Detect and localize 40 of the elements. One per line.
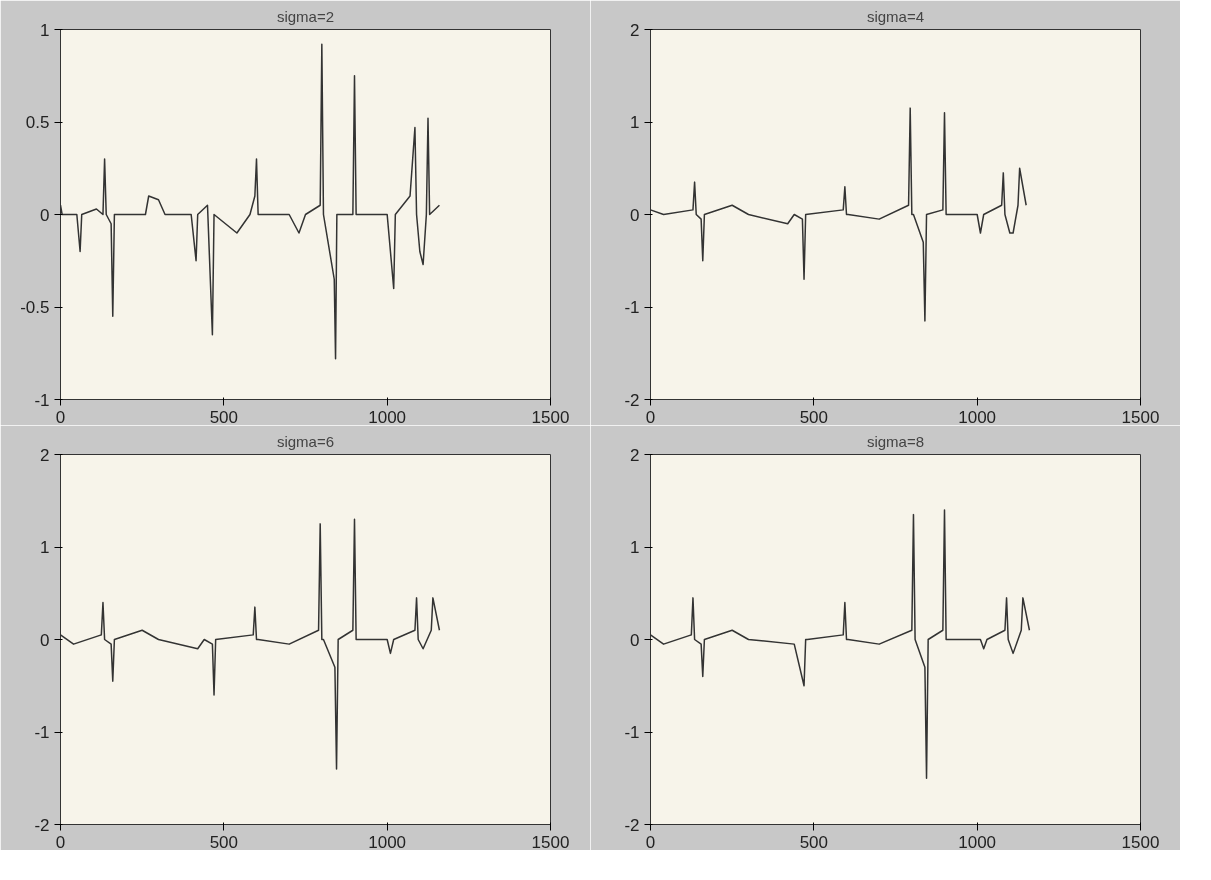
x-tick-label: 1500 bbox=[1121, 832, 1160, 852]
y-tick-label: -1 bbox=[624, 298, 640, 317]
y-tick-label: 1 bbox=[630, 113, 640, 132]
x-tick-label: 1000 bbox=[368, 407, 407, 427]
y-tick-label: 1 bbox=[40, 20, 50, 40]
x-tick-label: 500 bbox=[799, 407, 829, 427]
x-tick-label: 1000 bbox=[958, 832, 997, 852]
y-tick-label: -2 bbox=[34, 815, 50, 835]
x-tick-label: 0 bbox=[645, 407, 656, 427]
x-tick-label: 0 bbox=[55, 407, 66, 427]
x-tick-label: 500 bbox=[209, 407, 239, 427]
x-tick-label: 1000 bbox=[368, 832, 407, 852]
x-tick-label: 1500 bbox=[531, 407, 570, 427]
y-tick-label: -2 bbox=[624, 815, 640, 835]
x-tick-label: 1500 bbox=[1121, 407, 1160, 427]
y-tick-label: -2 bbox=[624, 390, 640, 410]
y-tick-label: 0 bbox=[630, 630, 640, 650]
y-tick-label: 0.5 bbox=[25, 113, 50, 132]
y-tick-label: 1 bbox=[630, 538, 640, 557]
chart-title: sigma=6 bbox=[276, 432, 335, 450]
x-tick-label: 1000 bbox=[958, 407, 997, 427]
x-tick-label: 500 bbox=[799, 832, 829, 852]
y-tick-label: 0 bbox=[40, 630, 50, 650]
y-tick-label: -0.5 bbox=[20, 298, 50, 317]
y-tick-label: -1 bbox=[624, 723, 640, 742]
x-tick-label: 0 bbox=[645, 832, 656, 852]
y-tick-label: 0 bbox=[40, 205, 50, 225]
x-tick-label: 1500 bbox=[531, 832, 570, 852]
y-tick-label: 0 bbox=[630, 205, 640, 225]
x-tick-label: 500 bbox=[209, 832, 239, 852]
y-tick-label: -1 bbox=[34, 390, 50, 410]
y-tick-label: 2 bbox=[630, 20, 640, 40]
x-tick-label: 0 bbox=[55, 832, 66, 852]
chart-title: sigma=2 bbox=[276, 7, 335, 25]
y-tick-label: -1 bbox=[34, 723, 50, 742]
chart-title: sigma=8 bbox=[866, 432, 925, 450]
chart-title: sigma=4 bbox=[866, 7, 925, 25]
y-tick-label: 1 bbox=[40, 538, 50, 557]
y-tick-label: 2 bbox=[630, 445, 640, 465]
y-tick-label: 2 bbox=[40, 445, 50, 465]
